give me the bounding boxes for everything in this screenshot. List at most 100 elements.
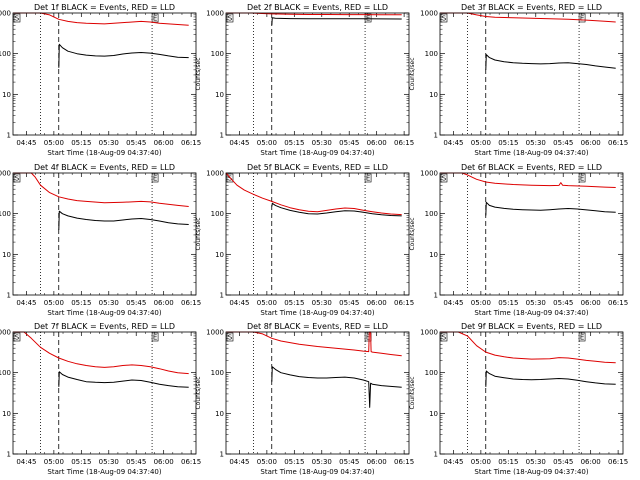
end-marker-box xyxy=(578,173,586,183)
series-line-lld xyxy=(440,12,616,23)
chart-title: Det 4f BLACK = Events, RED = LLD xyxy=(34,163,175,172)
x-tick-label: 05:30 xyxy=(526,299,546,307)
plot-frame xyxy=(12,331,197,455)
x-tick-label: 04:45 xyxy=(443,139,463,147)
y-tick-label: 1000 xyxy=(420,170,438,178)
series-line-lld xyxy=(225,172,402,216)
x-tick-label: 04:45 xyxy=(16,299,36,307)
x-tick-label: 06:00 xyxy=(367,139,387,147)
series-line-events xyxy=(58,43,189,68)
y-tick-label: 100 xyxy=(425,210,438,218)
y-tick-label: 1 xyxy=(7,292,11,300)
series-line-events xyxy=(485,54,616,70)
start-marker-box xyxy=(13,332,21,342)
y-tick-label: 100 xyxy=(0,210,11,218)
x-tick-label: 05:45 xyxy=(553,299,573,307)
y-tick-label: 1000 xyxy=(206,329,224,337)
x-tick-label: 06:15 xyxy=(394,458,414,466)
start-marker-label: S xyxy=(442,15,447,23)
x-tick-label: 05:15 xyxy=(498,139,518,147)
x-tick-label: 05:15 xyxy=(71,139,91,147)
start-marker-label: S xyxy=(15,175,20,183)
end-marker-box xyxy=(151,332,159,342)
series-line-events xyxy=(58,371,189,388)
series-line-lld xyxy=(13,172,189,207)
start-marker-box xyxy=(440,173,448,183)
y-tick-label: 100 xyxy=(211,210,224,218)
series-line-events xyxy=(485,201,616,216)
x-axis-label: Start Time (18-Aug-09 04:37:40) xyxy=(260,309,374,317)
y-tick-label: 10 xyxy=(429,410,438,418)
x-tick-label: 06:15 xyxy=(608,299,628,307)
end-marker-label: E xyxy=(580,334,584,342)
chart-panel-1: Det 1f BLACK = Events, RED = LLD Counts/s… xyxy=(0,3,201,157)
x-tick-label: 05:30 xyxy=(312,458,332,466)
y-tick-label: 10 xyxy=(429,251,438,259)
chart-title: Det 6f BLACK = Events, RED = LLD xyxy=(461,163,602,172)
x-tick-label: 05:45 xyxy=(553,139,573,147)
plot-frame xyxy=(225,12,410,136)
start-marker-label: S xyxy=(228,334,233,342)
y-tick-label: 1000 xyxy=(0,329,11,337)
chart-panel-2: Det 2f BLACK = Events, RED = LLD Counts/s… xyxy=(195,3,414,157)
x-tick-label: 06:00 xyxy=(367,299,387,307)
end-marker-label: E xyxy=(153,15,157,23)
y-tick-label: 1000 xyxy=(0,170,11,178)
x-axis-label: Start Time (18-Aug-09 04:37:40) xyxy=(47,149,161,157)
series-line-lld xyxy=(13,12,189,26)
y-axis-label: Counts/sec xyxy=(195,376,202,409)
x-tick-label: 06:00 xyxy=(154,458,174,466)
series-line-events xyxy=(271,202,402,217)
y-tick-label: 100 xyxy=(211,369,224,377)
series-line-lld xyxy=(13,331,189,375)
x-tick-label: 05:00 xyxy=(257,139,277,147)
y-tick-label: 10 xyxy=(2,91,11,99)
plot-frame xyxy=(439,12,624,136)
chart-title: Det 3f BLACK = Events, RED = LLD xyxy=(461,3,602,12)
series-line-lld xyxy=(226,331,402,357)
x-tick-label: 04:45 xyxy=(229,139,249,147)
end-marker-box xyxy=(364,173,372,183)
x-tick-label: 05:15 xyxy=(284,458,304,466)
x-tick-label: 05:15 xyxy=(498,458,518,466)
x-tick-label: 06:15 xyxy=(394,139,414,147)
y-tick-label: 10 xyxy=(215,410,224,418)
y-tick-label: 10 xyxy=(2,410,11,418)
plot-frame xyxy=(439,331,624,455)
chart-panel-8: Det 8f BLACK = Events, RED = LLD Counts/s… xyxy=(195,322,414,476)
y-tick-label: 1 xyxy=(434,451,438,459)
x-tick-label: 05:00 xyxy=(471,139,491,147)
x-tick-label: 05:30 xyxy=(526,139,546,147)
x-tick-label: 06:00 xyxy=(367,458,387,466)
start-marker-box xyxy=(226,332,234,342)
x-tick-label: 05:00 xyxy=(44,139,64,147)
series-line-lld xyxy=(440,331,616,364)
x-tick-label: 05:45 xyxy=(339,139,359,147)
x-tick-label: 05:15 xyxy=(71,458,91,466)
x-tick-label: 04:45 xyxy=(229,299,249,307)
x-tick-label: 05:00 xyxy=(44,458,64,466)
chart-title: Det 9f BLACK = Events, RED = LLD xyxy=(461,322,602,331)
y-axis-label: Counts/sec xyxy=(409,57,416,90)
x-tick-label: 06:00 xyxy=(581,299,601,307)
series-line-lld xyxy=(440,172,616,188)
x-tick-label: 05:30 xyxy=(99,299,119,307)
x-tick-label: 06:15 xyxy=(181,299,201,307)
start-marker-box xyxy=(440,332,448,342)
end-marker-box xyxy=(151,173,159,183)
x-axis-label: Start Time (18-Aug-09 04:37:40) xyxy=(260,149,374,157)
y-tick-label: 100 xyxy=(211,50,224,58)
x-tick-label: 05:30 xyxy=(312,139,332,147)
end-marker-label: E xyxy=(366,334,370,342)
x-axis-label: Start Time (18-Aug-09 04:37:40) xyxy=(260,468,374,476)
x-axis-label: Start Time (18-Aug-09 04:37:40) xyxy=(474,149,588,157)
y-tick-label: 1 xyxy=(434,132,438,140)
start-marker-label: S xyxy=(15,334,20,342)
x-tick-label: 05:45 xyxy=(126,299,146,307)
start-marker-box xyxy=(440,13,448,23)
x-tick-label: 04:45 xyxy=(443,299,463,307)
end-marker-label: E xyxy=(153,175,157,183)
y-tick-label: 1000 xyxy=(420,10,438,18)
x-tick-label: 06:00 xyxy=(581,139,601,147)
y-tick-label: 100 xyxy=(0,50,11,58)
